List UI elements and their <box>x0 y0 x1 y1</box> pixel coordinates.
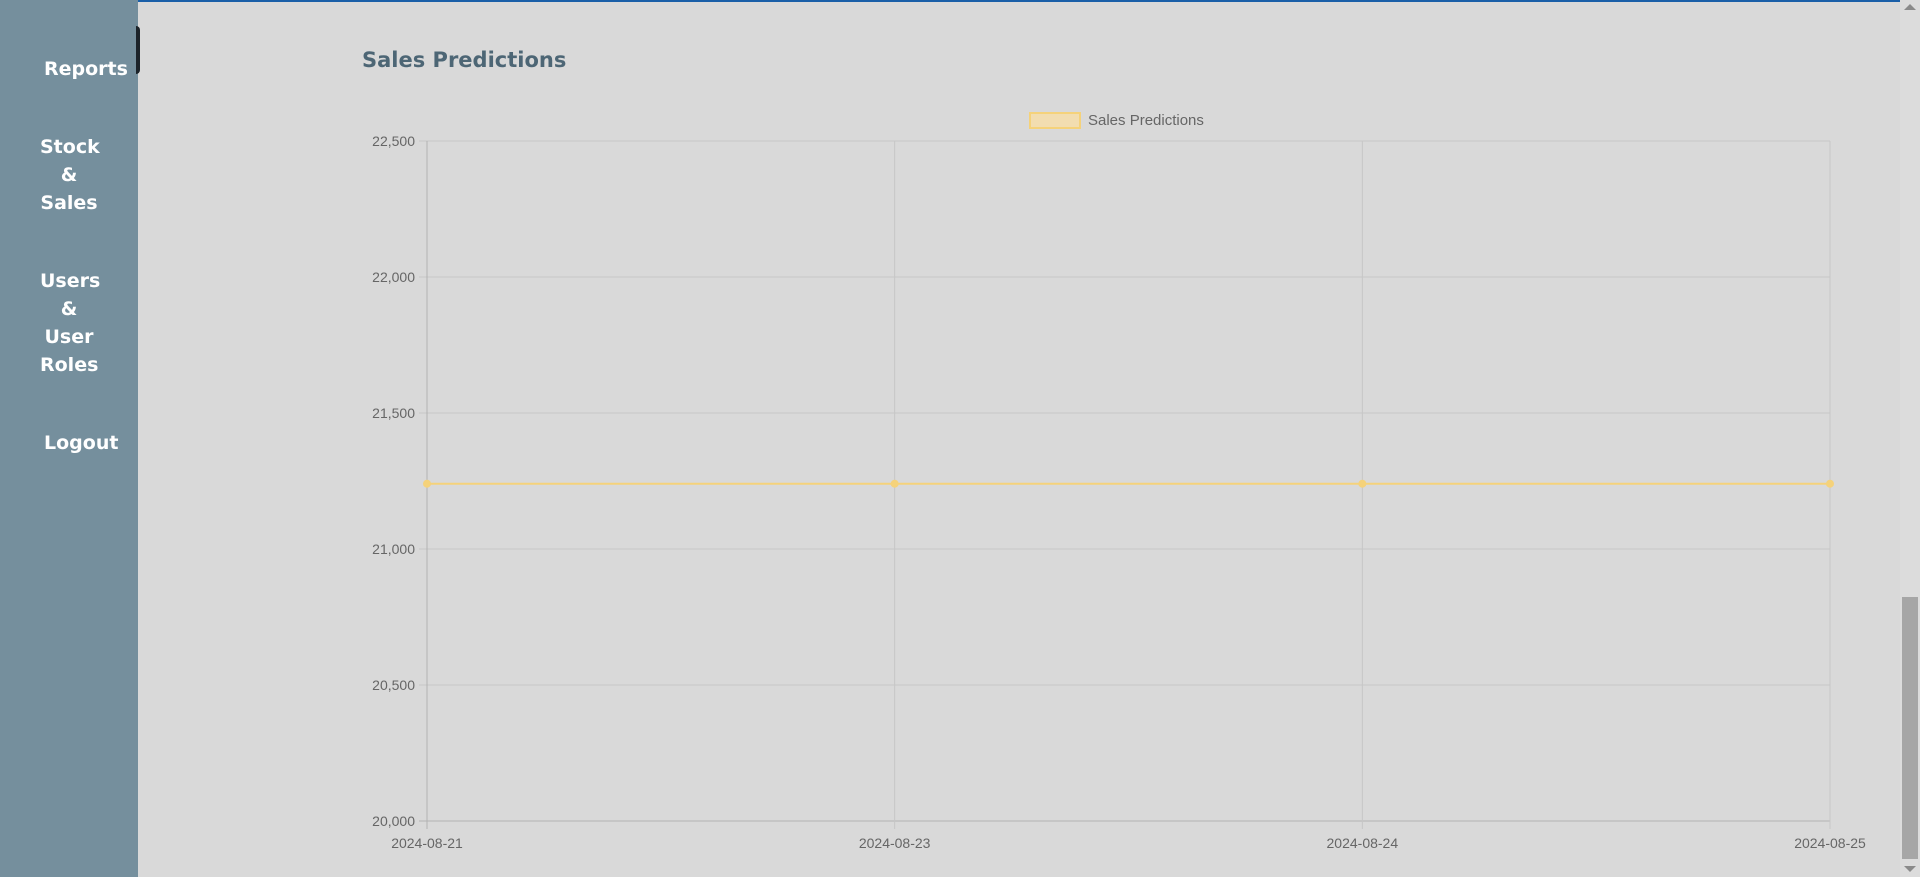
sidebar-item-label: Sales <box>40 192 98 214</box>
sidebar-item-label: Logout <box>44 432 119 454</box>
sidebar-item-users-roles[interactable]: Users & User Roles <box>40 267 101 379</box>
sidebar-item-label: & <box>60 298 78 320</box>
sidebar-item-label: Reports <box>44 58 128 80</box>
sidebar: Reports Stock & Sales Users & User Roles… <box>0 0 138 877</box>
page-title: Sales Predictions <box>362 48 567 72</box>
y-tick-label: 20,000 <box>372 813 415 829</box>
sidebar-item-reports[interactable]: Reports <box>44 55 128 83</box>
data-point <box>1358 479 1367 488</box>
y-tick-label: 22,500 <box>372 133 415 149</box>
legend-label: Sales Predictions <box>1088 112 1204 129</box>
sidebar-item-stock-sales[interactable]: Stock & Sales <box>40 133 100 217</box>
y-tick-label: 21,500 <box>372 405 415 421</box>
y-tick-label: 22,000 <box>372 269 415 285</box>
sidebar-item-label: Roles <box>40 354 99 376</box>
scroll-up-arrow-icon[interactable] <box>1904 4 1916 10</box>
y-tick-label: 21,000 <box>372 541 415 557</box>
scroll-down-arrow-icon[interactable] <box>1904 866 1916 872</box>
x-tick-label: 2024-08-25 <box>1794 835 1866 851</box>
sidebar-item-label: & <box>60 164 78 186</box>
data-point <box>890 479 899 488</box>
sidebar-item-label: Stock <box>40 136 100 158</box>
data-point <box>1826 479 1834 488</box>
active-item-indicator <box>136 26 140 74</box>
y-tick-label: 20,500 <box>372 677 415 693</box>
sidebar-item-label: User <box>44 326 94 348</box>
scrollbar-thumb[interactable] <box>1902 597 1918 859</box>
sidebar-item-label: Users <box>40 270 101 292</box>
sales-predictions-chart: 20,000 20,500 21,000 21,500 22,000 22,500 2024… <box>372 112 1866 851</box>
x-tick-label: 2024-08-21 <box>391 835 463 851</box>
x-tick-label: 2024-08-24 <box>1327 835 1399 851</box>
sidebar-item-logout[interactable]: Logout <box>44 429 118 457</box>
legend-swatch <box>1029 112 1081 129</box>
data-point <box>423 479 431 488</box>
x-tick-label: 2024-08-23 <box>859 835 931 851</box>
window-top-border <box>0 0 1920 2</box>
